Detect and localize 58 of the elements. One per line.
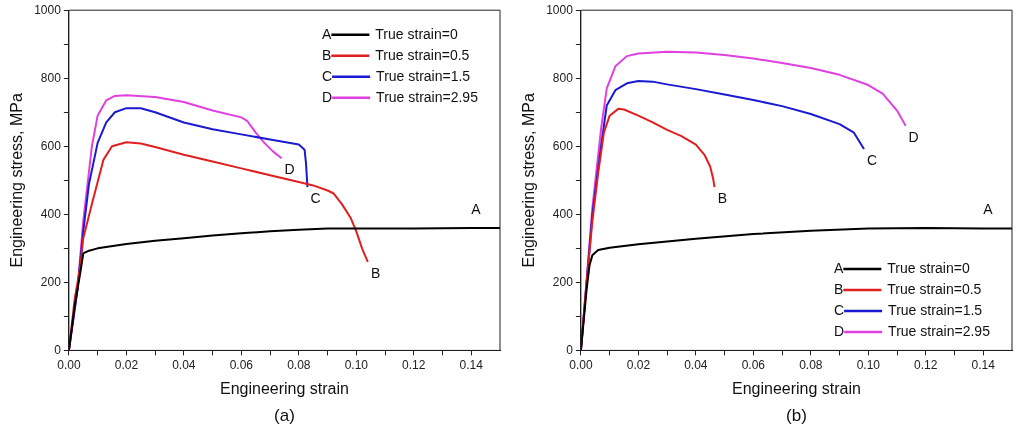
y-tick-label: 800	[40, 70, 62, 85]
annotation: D	[284, 161, 295, 178]
x-axis-title: Engineering strain	[219, 379, 349, 397]
legend-label: True strain=2.95	[888, 322, 991, 339]
x-tick-label: 0.04	[172, 357, 196, 372]
legend-label: True strain=0	[887, 259, 970, 276]
text: A	[322, 25, 332, 42]
y-tick-label: 400	[40, 206, 62, 221]
x-tick-label: 0.08	[287, 357, 311, 372]
y-tick-label: 0	[54, 342, 62, 357]
x-tick-label: 0.08	[799, 357, 823, 372]
x-tick-label: 0.00	[57, 357, 81, 372]
y-axis-title: Engineering stress, MPa	[8, 93, 26, 268]
y-tick-label: 600	[40, 138, 62, 153]
x-tick-label: 0.14	[459, 357, 484, 372]
y-tick-label: 400	[552, 206, 574, 221]
annotation: C	[866, 151, 878, 168]
text: C	[322, 67, 333, 84]
y-tick-label: 800	[552, 70, 574, 85]
y-tick-label: 1000	[546, 2, 574, 17]
y-tick-label: 200	[552, 274, 574, 289]
y-tick-label: 600	[552, 138, 574, 153]
x-tick-label: 0.12	[914, 357, 938, 372]
annotation: B	[371, 264, 381, 281]
x-axis-title: Engineering strain	[731, 379, 861, 397]
text: D	[322, 88, 333, 105]
annotation: D	[908, 128, 919, 145]
y-tick-label: 0	[566, 342, 574, 357]
legend-label: True strain=0.5	[375, 46, 470, 63]
legend-label: True strain=1.5	[888, 301, 983, 318]
annotation: A	[983, 201, 994, 218]
annotation: B	[717, 189, 728, 206]
y-tick-label: 200	[40, 274, 62, 289]
legend-label: True strain=0	[375, 25, 458, 42]
x-tick-label: 0.00	[569, 357, 593, 372]
legend-label: True strain=1.5	[376, 67, 471, 84]
x-tick-label: 0.02	[626, 357, 651, 372]
text: B	[834, 280, 844, 297]
x-tick-label: 0.12	[402, 357, 426, 372]
text: (b)	[786, 406, 807, 426]
legend-label: True strain=0.5	[887, 280, 982, 297]
text: A	[834, 259, 844, 276]
x-tick-label: 0.06	[741, 357, 766, 372]
x-tick-label: 0.10	[344, 357, 369, 372]
annotation: C	[310, 189, 321, 206]
x-tick-label: 0.02	[114, 357, 139, 372]
x-tick-label: 0.06	[229, 357, 254, 372]
text: C	[834, 301, 845, 318]
y-tick-label: 1000	[34, 2, 62, 17]
text: D	[834, 322, 845, 339]
x-tick-label: 0.10	[856, 357, 881, 372]
annotation: A	[471, 200, 482, 217]
legend-label: True strain=2.95	[376, 88, 479, 105]
text: (a)	[274, 406, 295, 426]
x-tick-label: 0.04	[684, 357, 708, 372]
y-axis-title: Engineering stress, MPa	[520, 93, 538, 268]
x-tick-label: 0.14	[971, 357, 996, 372]
text: B	[322, 46, 332, 63]
